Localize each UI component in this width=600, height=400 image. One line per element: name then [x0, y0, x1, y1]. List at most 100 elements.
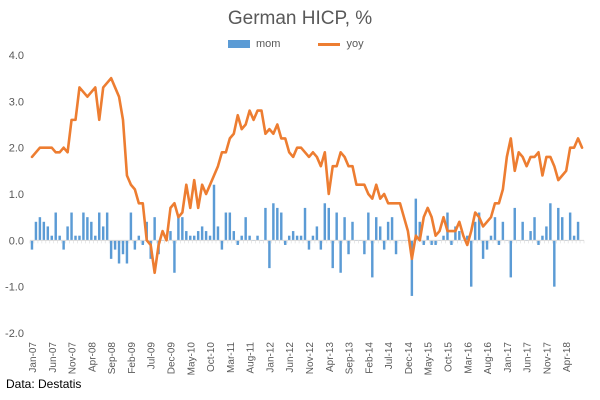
x-tick-label: Sep-13: [345, 342, 356, 375]
bar-mom: [46, 226, 50, 241]
bar-mom: [74, 235, 77, 241]
bar-mom: [287, 235, 291, 241]
bar-mom: [450, 240, 453, 245]
bar-mom: [153, 217, 156, 241]
legend-item-yoy: yoy: [318, 38, 364, 50]
bar-mom: [248, 235, 251, 241]
bar-mom: [497, 240, 501, 245]
bar-mom: [576, 221, 580, 241]
bar-mom: [371, 240, 374, 278]
bar-mom: [137, 235, 141, 241]
x-tick-label: Dec-14: [404, 342, 415, 375]
bar-mom: [200, 226, 204, 241]
bar-mom: [458, 231, 461, 241]
bar-mom: [557, 207, 560, 241]
bar-mom: [466, 235, 469, 241]
bar-mom: [545, 226, 548, 241]
bar-mom: [513, 207, 516, 241]
bar-mom: [521, 221, 524, 241]
bar-mom: [181, 217, 184, 241]
bar-mom: [86, 217, 89, 241]
bar-mom: [477, 212, 481, 241]
bar-mom: [177, 217, 180, 241]
y-tick-label: 1.0: [9, 189, 24, 201]
y-tick-label: 3.0: [9, 96, 24, 108]
bar-mom: [54, 212, 57, 241]
x-tick-label: Jul-09: [147, 342, 158, 370]
bar-mom: [489, 235, 493, 241]
y-tick-label: 4.0: [9, 50, 24, 62]
x-tick-label: Jun-07: [48, 342, 59, 373]
bar-mom: [303, 207, 307, 241]
bar-mom: [394, 240, 398, 255]
bar-mom: [109, 240, 113, 259]
bar-mom: [101, 226, 105, 241]
bar-mom: [30, 240, 34, 250]
x-tick-label: Nov-07: [68, 342, 79, 375]
bar-mom: [280, 212, 283, 241]
source-note: Data: Destatis: [6, 377, 82, 391]
bar-mom: [469, 240, 473, 287]
legend: mom yoy: [228, 38, 402, 50]
bar-mom: [133, 240, 137, 250]
bar-mom: [232, 231, 236, 241]
x-tick-label: May-10: [186, 342, 197, 376]
bar-mom: [220, 240, 224, 250]
bar-mom: [216, 226, 220, 241]
bar-mom: [105, 212, 109, 241]
bar-mom: [66, 226, 69, 241]
bar-mom: [319, 240, 323, 250]
bar-mom: [240, 235, 243, 241]
bar-mom: [212, 184, 216, 241]
bar-mom: [98, 212, 101, 241]
bar-mom: [473, 221, 477, 241]
bar-mom: [331, 240, 334, 269]
bar-mom: [442, 235, 445, 241]
bar-mom: [315, 226, 319, 241]
bar-mom: [572, 235, 576, 241]
x-tick-label: Nov-17: [542, 342, 553, 375]
bar-mom: [34, 221, 38, 241]
bar-mom: [375, 217, 378, 241]
bar-mom: [276, 207, 279, 241]
legend-swatch-mom: [228, 40, 250, 48]
bar-mom: [378, 226, 382, 241]
bar-mom: [113, 240, 117, 250]
bar-mom: [307, 240, 311, 250]
bar-mom: [418, 221, 421, 241]
x-tick-label: Jan-07: [28, 342, 39, 373]
x-tick-label: Feb-14: [364, 342, 375, 374]
legend-swatch-yoy: [318, 42, 341, 46]
x-tick-label: Jun-17: [523, 342, 534, 373]
bar-mom: [553, 240, 556, 287]
x-tick-label: Oct-10: [206, 342, 217, 372]
x-tick-label: Sep-08: [107, 342, 118, 375]
bar-mom: [90, 221, 93, 241]
bar-mom: [125, 240, 129, 264]
bar-mom: [94, 235, 97, 241]
bar-mom: [299, 235, 303, 241]
bar-mom: [189, 235, 192, 241]
bar-mom: [284, 240, 287, 245]
bar-mom: [541, 235, 544, 241]
x-tick-label: Jul-14: [384, 342, 395, 370]
bar-mom: [236, 240, 239, 245]
x-tick-label: Dec-09: [166, 342, 177, 375]
y-tick-label: 0.0: [9, 235, 24, 247]
legend-label-yoy: yoy: [346, 38, 364, 50]
bar-mom: [228, 212, 232, 241]
bar-mom: [38, 217, 42, 241]
bar-mom: [204, 231, 208, 241]
bar-mom: [323, 203, 327, 241]
bar-mom: [339, 240, 342, 273]
y-tick-label: -2.0: [5, 328, 24, 340]
bar-mom: [272, 203, 275, 241]
y-tick-label: 2.0: [9, 143, 24, 155]
bar-mom: [430, 240, 433, 245]
bar-mom: [291, 231, 295, 241]
x-tick-label: Jun-12: [285, 342, 296, 373]
bar-mom: [256, 235, 259, 241]
bar-mom: [185, 231, 188, 241]
x-tick-label: Apr-13: [325, 342, 336, 372]
